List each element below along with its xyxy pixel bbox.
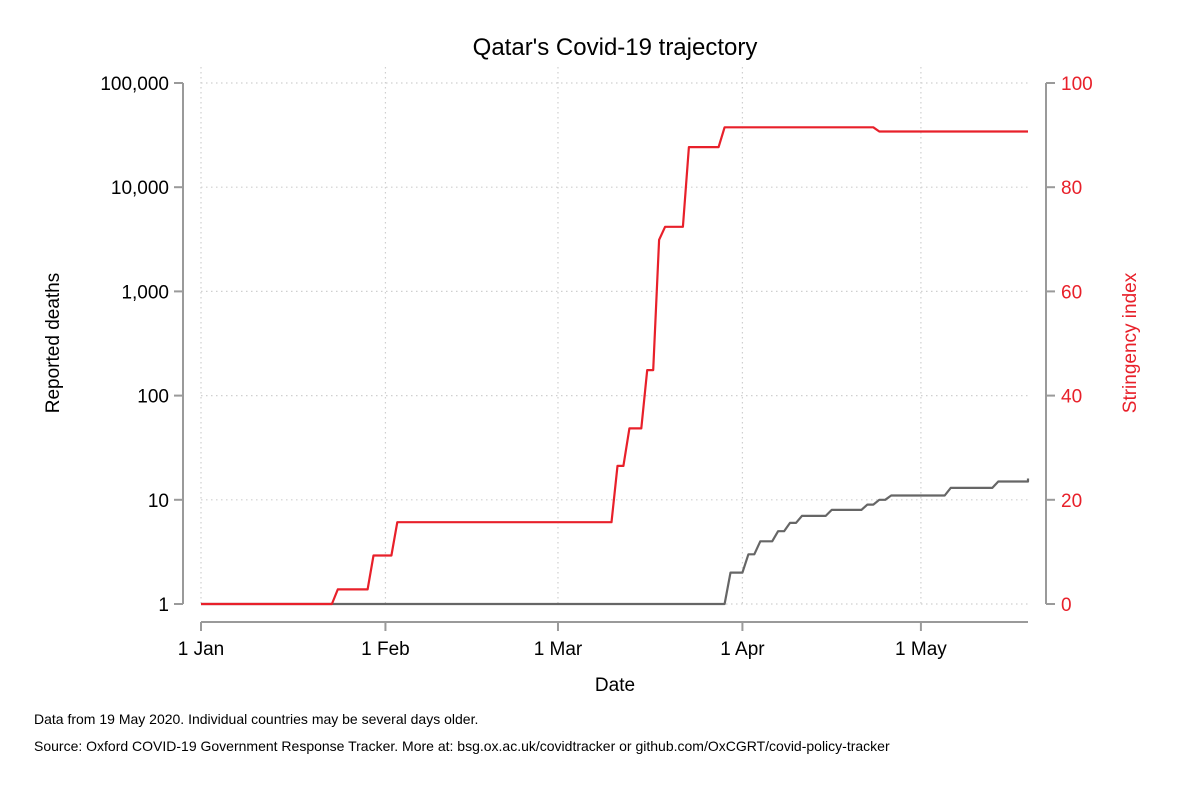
- right-y-tick-label: 60: [1061, 282, 1082, 303]
- deaths-series-line: [201, 478, 1030, 606]
- source-note: Source: Oxford COVID-19 Government Respo…: [34, 738, 890, 754]
- x-tick-label: 1 Feb: [361, 639, 410, 660]
- right-y-tick-label: 20: [1061, 491, 1082, 512]
- stringency-series-line: [201, 126, 1028, 606]
- series-lines: [201, 126, 1030, 606]
- x-tick-label: 1 May: [895, 639, 947, 660]
- right-y-tick-label: 0: [1061, 595, 1072, 616]
- axes: 1 10 100 1,000 10,000 100,000 0 20 40 60 80 100 1 Ja…: [100, 74, 1092, 660]
- right-y-tick-label: 40: [1061, 387, 1082, 408]
- right-y-axis-label: Stringency index: [1120, 272, 1141, 413]
- covid-trajectory-chart: 1 10 100 1,000 10,000 100,000 0 20 40 60 80 100 1 Ja…: [43, 34, 1141, 696]
- x-tick-label: 1 Jan: [178, 639, 224, 660]
- data-date-note: Data from 19 May 2020. Individual countr…: [34, 711, 479, 727]
- left-y-tick-label: 10,000: [111, 178, 169, 199]
- left-y-tick-label: 100,000: [100, 74, 169, 95]
- left-y-tick-label: 10: [148, 491, 169, 512]
- left-y-tick-label: 1,000: [121, 282, 169, 303]
- left-y-tick-label: 100: [137, 387, 169, 408]
- x-axis-label: Date: [595, 675, 635, 696]
- right-y-tick-label: 80: [1061, 178, 1082, 199]
- chart-title: Qatar's Covid-19 trajectory: [473, 34, 758, 61]
- left-y-axis-label: Reported deaths: [43, 273, 64, 414]
- left-y-tick-label: 1: [158, 595, 169, 616]
- x-tick-label: 1 Mar: [534, 639, 583, 660]
- grid-lines: [200, 67, 1028, 605]
- right-y-tick-label: 100: [1061, 74, 1093, 95]
- x-tick-label: 1 Apr: [720, 639, 765, 660]
